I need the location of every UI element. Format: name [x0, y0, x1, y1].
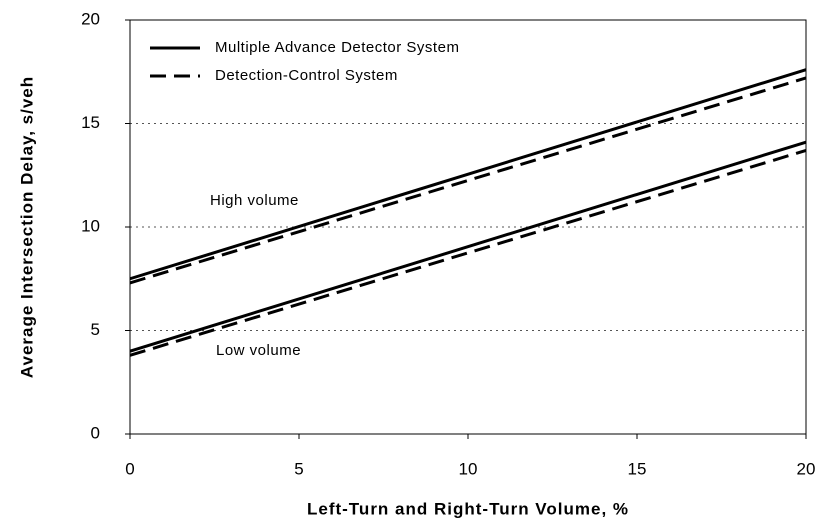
legend-label: Detection-Control System: [215, 67, 398, 84]
x-tick-label: 0: [125, 459, 134, 478]
y-tick-label: 15: [81, 113, 100, 132]
y-tick-label: 20: [81, 9, 100, 28]
plot-frame: [129, 19, 807, 435]
annotation: High volume: [210, 192, 299, 209]
x-tick-label: 5: [294, 459, 303, 478]
y-tick-label: 5: [91, 320, 100, 339]
x-tick-label: 10: [459, 459, 478, 478]
annotation: Low volume: [216, 342, 301, 359]
y-tick-label: 10: [81, 216, 100, 235]
legend-label: Multiple Advance Detector System: [215, 39, 459, 56]
line: [129, 76, 807, 285]
x-tick-label: 15: [628, 459, 647, 478]
x-tick-label: 20: [797, 459, 816, 478]
line: [129, 140, 807, 353]
y-tick-label: 0: [91, 423, 100, 442]
line: [129, 68, 807, 281]
y-axis-title: Average Intersection Delay, s/veh: [17, 76, 36, 378]
line: [129, 148, 807, 357]
x-axis-title: Left-Turn and Right-Turn Volume, %: [307, 499, 629, 518]
